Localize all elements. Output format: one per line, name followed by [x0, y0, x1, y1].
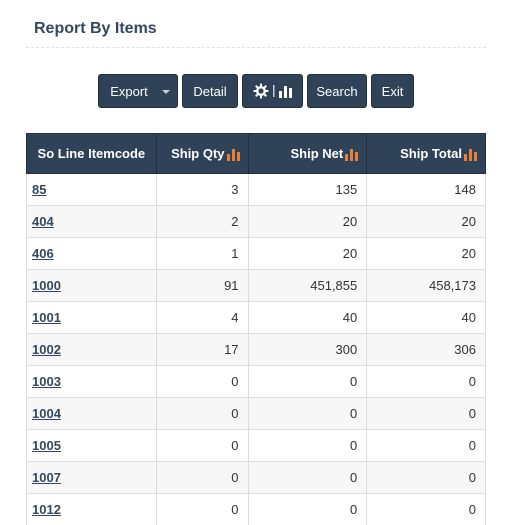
- bar-chart-sort-icon[interactable]: [464, 147, 477, 161]
- cell-ship-net: 20: [247, 237, 368, 270]
- itemcode-link[interactable]: 1012: [32, 502, 61, 517]
- search-button[interactable]: Search: [307, 74, 367, 108]
- caret-down-icon: [161, 90, 170, 94]
- table-row: 1001 4 40 40: [26, 301, 486, 334]
- cell-ship-total: 0: [366, 461, 486, 494]
- itemcode-link[interactable]: 404: [32, 214, 54, 229]
- table-row: 1012 0 0 0: [26, 493, 486, 525]
- export-button-label: Export: [110, 83, 148, 99]
- cell-ship-total: 458,173: [366, 269, 486, 302]
- itemcode-link[interactable]: 1001: [32, 310, 61, 325]
- cell-ship-qty: 0: [155, 461, 249, 494]
- toolbar: Export Detail: [98, 74, 414, 108]
- cell-ship-net: 0: [247, 493, 368, 525]
- itemcode-link[interactable]: 1003: [32, 374, 61, 389]
- cell-ship-total: 0: [366, 365, 486, 398]
- cell-itemcode: 85: [26, 173, 157, 206]
- cell-itemcode: 1000: [26, 269, 157, 302]
- cell-itemcode: 1001: [26, 301, 157, 334]
- header-ship-qty[interactable]: Ship Qty: [155, 133, 249, 174]
- table-row: 406 1 20 20: [26, 237, 486, 270]
- bar-chart-sort-icon[interactable]: [226, 147, 240, 161]
- cell-ship-net: 0: [247, 461, 368, 494]
- table-row: 1002 17 300 306: [26, 333, 486, 366]
- cell-itemcode: 1007: [26, 461, 157, 494]
- export-dropdown-button[interactable]: Export: [98, 74, 178, 108]
- cell-itemcode: 1012: [26, 493, 157, 525]
- cell-itemcode: 1005: [26, 429, 157, 462]
- header-so-line-itemcode[interactable]: So Line Itemcode: [26, 133, 157, 174]
- cell-ship-total: 40: [366, 301, 486, 334]
- cell-ship-net: 40: [247, 301, 368, 334]
- itemcode-link[interactable]: 1005: [32, 438, 61, 453]
- cell-itemcode: 1002: [26, 333, 157, 366]
- cell-ship-net: 0: [247, 429, 368, 462]
- cell-ship-net: 451,855: [247, 269, 368, 302]
- itemcode-link[interactable]: 1000: [32, 278, 61, 293]
- table-header-row: So Line Itemcode Ship Qty Ship Net: [26, 133, 486, 174]
- itemcode-link[interactable]: 1002: [32, 342, 61, 357]
- itemcode-link[interactable]: 85: [32, 182, 47, 197]
- cell-ship-total: 0: [366, 429, 486, 462]
- table-body: 85 3 135 148 404 2 20 20 406 1 20 20 1000 91 451,855 45…: [26, 173, 486, 525]
- header-ship-net[interactable]: Ship Net: [247, 133, 368, 174]
- cell-ship-net: 135: [247, 173, 368, 206]
- table-row: 1004 0 0 0: [26, 397, 486, 430]
- cell-itemcode: 406: [26, 237, 157, 270]
- cell-ship-net: 20: [247, 205, 368, 238]
- table-row: 404 2 20 20: [26, 205, 486, 238]
- divider-icon: [272, 85, 274, 97]
- itemcode-link[interactable]: 1007: [32, 470, 61, 485]
- bar-chart-icon: [278, 86, 292, 98]
- cell-ship-net: 0: [247, 365, 368, 398]
- cell-ship-total: 306: [366, 333, 486, 366]
- cell-ship-qty: 17: [155, 333, 249, 366]
- table-row: 1003 0 0 0: [26, 365, 486, 398]
- header-ship-total[interactable]: Ship Total: [366, 133, 486, 174]
- bar-chart-sort-icon[interactable]: [345, 147, 359, 161]
- cell-itemcode: 1003: [26, 365, 157, 398]
- header-label: So Line Itemcode: [37, 146, 146, 161]
- gear-icon: [253, 83, 268, 99]
- table-row: 1000 91 451,855 458,173: [26, 269, 486, 302]
- itemcode-link[interactable]: 406: [32, 246, 54, 261]
- cell-ship-total: 20: [366, 237, 486, 270]
- cell-ship-net: 0: [247, 397, 368, 430]
- cell-ship-qty: 0: [155, 397, 249, 430]
- cell-ship-qty: 0: [155, 429, 249, 462]
- cell-ship-total: 20: [366, 205, 486, 238]
- cell-ship-qty: 0: [155, 365, 249, 398]
- cell-itemcode: 404: [26, 205, 157, 238]
- cell-ship-total: 0: [366, 397, 486, 430]
- cell-ship-net: 300: [247, 333, 368, 366]
- cell-ship-qty: 3: [155, 173, 249, 206]
- header-label: Ship Net: [290, 146, 344, 161]
- detail-button[interactable]: Detail: [182, 74, 238, 108]
- itemcode-link[interactable]: 1004: [32, 406, 61, 421]
- cell-itemcode: 1004: [26, 397, 157, 430]
- table-row: 1007 0 0 0: [26, 461, 486, 494]
- cell-ship-qty: 91: [155, 269, 249, 302]
- exit-button[interactable]: Exit: [371, 74, 414, 108]
- chart-settings-button[interactable]: [242, 74, 303, 108]
- title-divider: [26, 47, 486, 48]
- page-title: Report By Items: [34, 20, 157, 37]
- cell-ship-qty: 4: [155, 301, 249, 334]
- cell-ship-qty: 2: [155, 205, 249, 238]
- header-label: Ship Total: [400, 146, 462, 161]
- header-label: Ship Qty: [171, 146, 225, 161]
- cell-ship-qty: 0: [155, 493, 249, 525]
- cell-ship-qty: 1: [155, 237, 249, 270]
- cell-ship-total: 148: [366, 173, 486, 206]
- table-row: 85 3 135 148: [26, 173, 486, 206]
- report-table: So Line Itemcode Ship Qty Ship Net: [26, 133, 486, 525]
- cell-ship-total: 0: [366, 493, 486, 525]
- table-row: 1005 0 0 0: [26, 429, 486, 462]
